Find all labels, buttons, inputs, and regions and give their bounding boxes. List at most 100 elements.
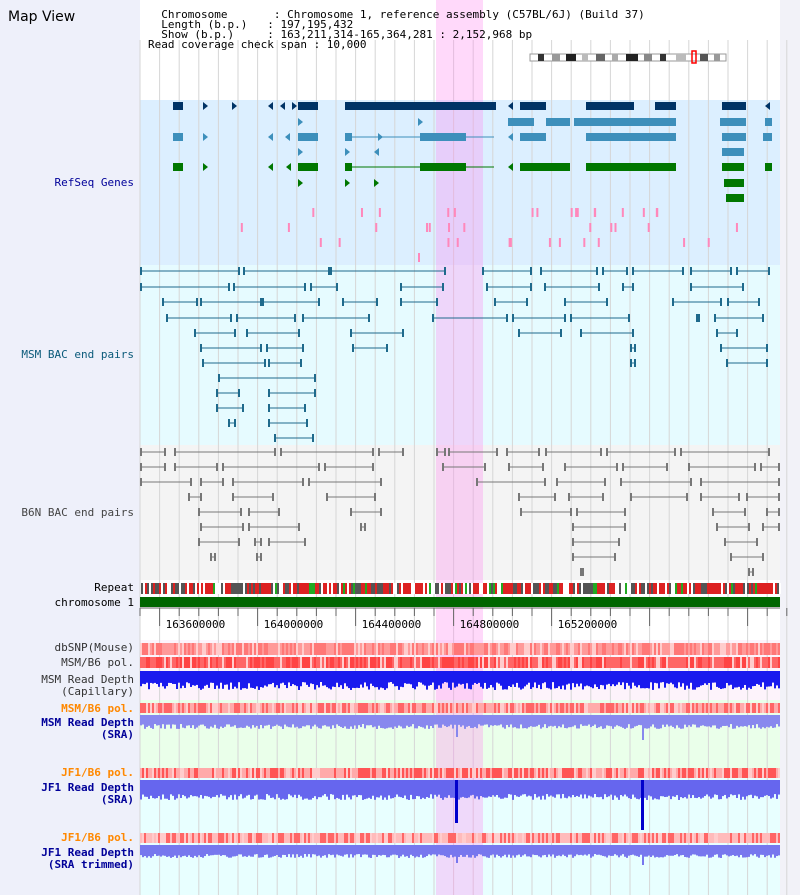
track-label-jf1-depth-trimmed[interactable]: JF1 Read Depth bbox=[41, 846, 134, 859]
refseq-gene-exon bbox=[298, 133, 318, 141]
track-label-jf1-b6-pol-trimmed[interactable]: JF1/B6 pol. bbox=[61, 831, 134, 844]
msm-bac-pair-end bbox=[260, 298, 262, 306]
jf1-pol-cell bbox=[158, 768, 160, 778]
dbsnp-cell bbox=[178, 643, 180, 655]
track-label-msm-bac[interactable]: MSM BAC end pairs bbox=[21, 348, 134, 361]
msm-bac-pair-end bbox=[140, 283, 142, 291]
jf1-pol-cell bbox=[624, 768, 626, 778]
jf1-pol-cell bbox=[174, 768, 176, 778]
track-label-jf1-b6-pol[interactable]: JF1/B6 pol. bbox=[61, 766, 134, 779]
jf1-pol-cell bbox=[418, 768, 420, 778]
track-label-jf1-depth-sra[interactable]: JF1 Read Depth bbox=[41, 781, 134, 794]
jf1-sra-depth-bar bbox=[748, 780, 750, 796]
b6n-bac-pair-end bbox=[372, 448, 374, 456]
b6n-bac-pair-end bbox=[302, 478, 304, 486]
jf1-trim-depth-bar bbox=[582, 845, 584, 856]
chromosome-ideogram[interactable] bbox=[529, 50, 727, 64]
track-label-msm-depth-sra[interactable]: MSM Read Depth bbox=[41, 716, 134, 729]
jf1-trim-depth-bar bbox=[380, 845, 382, 856]
jf1-pol-cell bbox=[150, 768, 152, 778]
msm-pol-sra-cell bbox=[754, 703, 756, 713]
track-label-msm-b6-pol-sra[interactable]: MSM/B6 pol. bbox=[61, 702, 134, 715]
track-label-msm-depth-capillary[interactable]: MSM Read Depth bbox=[41, 673, 134, 686]
jf1-pol-cell bbox=[314, 768, 316, 778]
msm-bac-pair-end bbox=[602, 267, 604, 275]
msm-sra-depth-bar bbox=[538, 715, 540, 725]
jf1-pol-cell bbox=[640, 768, 642, 778]
msm-pol-sra-cell bbox=[564, 703, 566, 713]
jf1-trim-depth-bar bbox=[186, 845, 188, 857]
dbsnp-cell bbox=[158, 643, 160, 655]
jf1-sra-depth-bar bbox=[580, 780, 582, 795]
jf1-pol-cell bbox=[170, 768, 172, 778]
jf1-sra-depth-bar bbox=[300, 780, 302, 797]
jf1-trim-depth-bar bbox=[556, 845, 558, 856]
jf1-trim-depth-bar bbox=[462, 845, 464, 857]
msm-capillary-depth-bar bbox=[330, 671, 332, 690]
jf1-trim-depth-bar bbox=[218, 845, 220, 855]
msm-pol-cell bbox=[300, 657, 302, 668]
jf1-trim-depth-bar bbox=[336, 845, 338, 855]
msm-pol-sra-cell bbox=[492, 703, 494, 713]
refseq-gene-exon bbox=[720, 118, 746, 126]
track-label-b6n-bac[interactable]: B6N BAC end pairs bbox=[21, 506, 134, 519]
track-label-dbsnp[interactable]: dbSNP(Mouse) bbox=[54, 641, 134, 654]
dbsnp-cell bbox=[326, 643, 328, 655]
jf1-pol-trim-cell bbox=[482, 833, 484, 843]
refseq-marker bbox=[375, 223, 378, 232]
msm-pol-cell bbox=[360, 657, 362, 668]
repeat-element bbox=[619, 583, 621, 594]
msm-capillary-depth-bar bbox=[208, 671, 210, 688]
track-label-msm-b6-pol[interactable]: MSM/B6 pol. bbox=[61, 656, 134, 669]
ideogram-band bbox=[676, 54, 686, 61]
jf1-trim-depth-bar bbox=[302, 845, 304, 858]
msm-sra-depth-bar bbox=[464, 715, 466, 729]
msm-sra-depth-bar bbox=[602, 715, 604, 729]
repeat-element bbox=[467, 583, 469, 594]
repeat-element bbox=[141, 583, 143, 594]
repeat-element bbox=[409, 583, 411, 594]
jf1-sra-depth-bar bbox=[206, 780, 208, 797]
jf1-pol-cell bbox=[734, 768, 736, 778]
jf1-trim-depth-bar bbox=[484, 845, 486, 857]
track-label-refseq-genes[interactable]: RefSeq Genes bbox=[54, 176, 134, 189]
jf1-pol-trim-cell bbox=[288, 833, 290, 843]
msm-pol-cell bbox=[686, 657, 688, 668]
jf1-trim-depth-bar bbox=[522, 845, 524, 856]
msm-bac-pair-end bbox=[230, 314, 232, 322]
dbsnp-cell bbox=[194, 643, 196, 655]
jf1-pol-trim-cell bbox=[192, 833, 194, 843]
jf1-trim-depth-bar bbox=[732, 845, 734, 856]
jf1-sra-depth-bar bbox=[520, 780, 522, 796]
msm-sra-depth-bar bbox=[520, 715, 522, 725]
msm-capillary-depth-bar bbox=[412, 671, 414, 689]
msm-bac-pair-end bbox=[596, 267, 598, 275]
msm-sra-depth-bar bbox=[192, 715, 194, 726]
msm-pol-sra-cell bbox=[514, 703, 516, 713]
dbsnp-cell bbox=[190, 643, 192, 655]
b6n-bac-pair-end bbox=[624, 508, 626, 516]
jf1-sra-depth-bar bbox=[442, 780, 444, 800]
dbsnp-cell bbox=[774, 643, 776, 655]
jf1-pol-cell bbox=[774, 768, 776, 778]
jf1-sra-depth-bar bbox=[388, 780, 390, 796]
track-label-repeat[interactable]: Repeat bbox=[94, 581, 134, 594]
jf1-pol-trim-cell bbox=[552, 833, 554, 843]
repeat-element bbox=[391, 583, 393, 594]
jf1-pol-trim-cell bbox=[212, 833, 214, 843]
jf1-sra-depth-bar bbox=[330, 780, 332, 795]
jf1-trim-depth-bar bbox=[694, 845, 696, 855]
msm-capillary-depth-bar bbox=[742, 671, 744, 688]
repeat-element bbox=[457, 583, 459, 594]
jf1-pol-trim-cell bbox=[744, 833, 746, 843]
b6n-bac-pair-end bbox=[778, 523, 780, 531]
repeat-element bbox=[547, 583, 549, 594]
jf1-trim-depth-bar bbox=[308, 845, 310, 855]
jf1-trim-depth-bar bbox=[230, 845, 232, 858]
msm-pol-cell bbox=[326, 657, 328, 668]
msm-pol-sra-cell bbox=[314, 703, 316, 713]
jf1-trim-depth-bar bbox=[606, 845, 608, 858]
jf1-trim-depth-bar bbox=[502, 845, 504, 857]
msm-pol-sra-cell bbox=[398, 703, 400, 713]
